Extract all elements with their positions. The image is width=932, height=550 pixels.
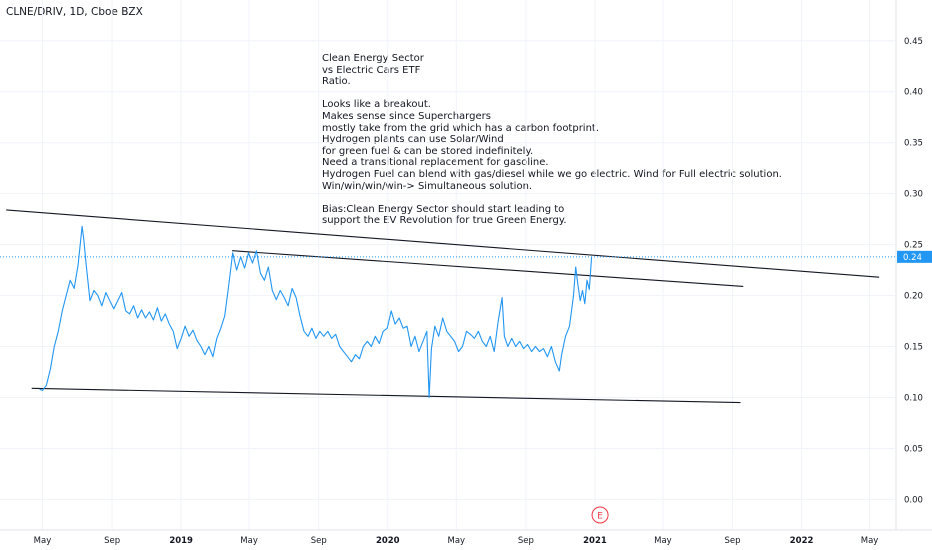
note-line: Hydrogen plants can use Solar/Wind [322,134,504,146]
y-tick-label: 0.05 [904,444,923,454]
x-tick-label: May [861,536,879,546]
y-tick-label: 0.45 [904,37,923,47]
x-tick-label: May [447,536,465,546]
note-line: Looks like a breakout. [322,99,431,111]
trendlines[interactable] [6,209,880,404]
y-tick-label: 0.30 [904,190,923,200]
trendline[interactable] [232,250,744,287]
x-tick-label: Sep [725,536,741,546]
earnings-badge-circle [591,506,609,524]
y-tick-label: 0.20 [904,292,923,302]
x-tick-label: Sep [311,536,327,546]
text-note[interactable]: Clean Energy Sector vs Electric Cars ETF R… [322,53,782,227]
time-axis[interactable]: May Sep 2019 May Sep 2020 May Sep 2021 May Sep 2022… [0,529,932,546]
series-path[interactable] [39,225,593,399]
note-line: Makes sense since Superchargers [322,110,491,122]
trendline[interactable] [6,209,880,278]
x-tick-label: May [654,536,672,546]
y-tick-label: 0.25 [904,241,923,251]
last-price-tag-bg [897,250,932,263]
note-line: Ratio. [322,76,351,88]
y-tick-label: 0.10 [904,394,923,404]
note-line: Hydrogen Fuel can blend with gas/diesel … [322,168,782,180]
note-line: Clean Energy Sector [322,53,424,64]
earnings-badge-label: E [597,512,603,522]
note-line: support the EV Revolution for true Green… [322,215,567,227]
series-line[interactable] [39,225,593,399]
earnings-badge[interactable]: E [591,506,609,524]
y-tick-label: 0.40 [904,88,923,98]
price-axis[interactable]: 0.00 0.05 0.10 0.15 0.20 0.25 0.30 0.35 0.40 0.45… [895,0,932,530]
trendline[interactable] [31,387,741,404]
x-tick-label: 2021 [583,536,607,546]
x-tick-label: 2020 [376,536,400,546]
y-tick-label: 0.00 [904,495,923,505]
note-line: Win/win/win/win-> Simultaneous solution. [322,180,533,192]
x-tick-label: May [240,536,258,546]
last-price-tag-label: 0.24 [903,253,922,263]
x-tick-label: May [34,536,52,546]
note-line: mostly take from the grid which has a ca… [322,122,600,134]
y-tick-label: 0.15 [904,343,923,353]
symbol-title[interactable]: CLNE/DRIV, 1D, Cboe BZX [6,6,143,18]
x-tick-label: 2019 [169,536,193,546]
grid [0,0,895,530]
x-tick-label: Sep [104,536,120,546]
x-tick-label: Sep [518,536,534,546]
x-tick-label: 2022 [790,536,814,546]
last-price-tag[interactable]: 0.24 [897,250,932,263]
y-tick-label: 0.35 [904,139,923,149]
note-line: Bias:Clean Energy Sector should start le… [322,203,565,215]
